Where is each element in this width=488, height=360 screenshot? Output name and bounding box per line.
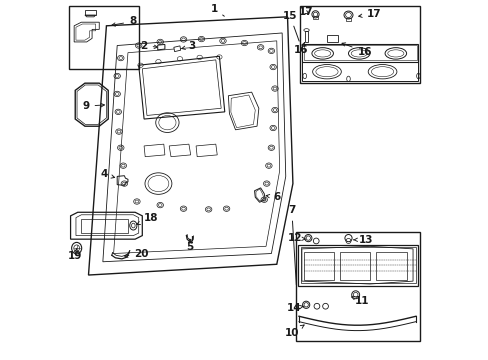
Bar bbox=[81, 219, 128, 233]
Bar bbox=[326, 36, 337, 42]
Bar bbox=[304, 31, 308, 42]
Text: 11: 11 bbox=[351, 296, 369, 306]
Text: 12: 12 bbox=[287, 233, 305, 243]
Text: 16: 16 bbox=[341, 43, 371, 57]
Text: 17: 17 bbox=[298, 7, 313, 17]
Bar bbox=[69, 6, 139, 69]
Text: 17: 17 bbox=[358, 9, 380, 19]
Text: 19: 19 bbox=[68, 248, 82, 261]
Polygon shape bbox=[158, 44, 164, 50]
Text: 6: 6 bbox=[265, 192, 280, 202]
Text: 15: 15 bbox=[282, 11, 299, 41]
Text: 10: 10 bbox=[284, 325, 304, 338]
Bar bbox=[376, 252, 406, 280]
Text: 18: 18 bbox=[137, 213, 158, 225]
Text: 16: 16 bbox=[293, 42, 308, 55]
Text: 2: 2 bbox=[140, 41, 157, 50]
Bar bbox=[339, 252, 369, 280]
Text: 4: 4 bbox=[100, 169, 114, 179]
Polygon shape bbox=[174, 46, 180, 51]
Text: 20: 20 bbox=[124, 249, 149, 259]
Text: 8: 8 bbox=[112, 17, 136, 27]
Bar bbox=[300, 6, 419, 83]
Text: 13: 13 bbox=[353, 234, 373, 244]
Text: 7: 7 bbox=[287, 206, 296, 285]
Text: 9: 9 bbox=[82, 101, 104, 111]
Text: 5: 5 bbox=[186, 239, 193, 252]
Text: 14: 14 bbox=[286, 303, 304, 313]
Text: 1: 1 bbox=[210, 4, 224, 16]
Text: 3: 3 bbox=[182, 41, 195, 51]
Bar bbox=[303, 252, 333, 280]
Bar bbox=[296, 232, 419, 341]
